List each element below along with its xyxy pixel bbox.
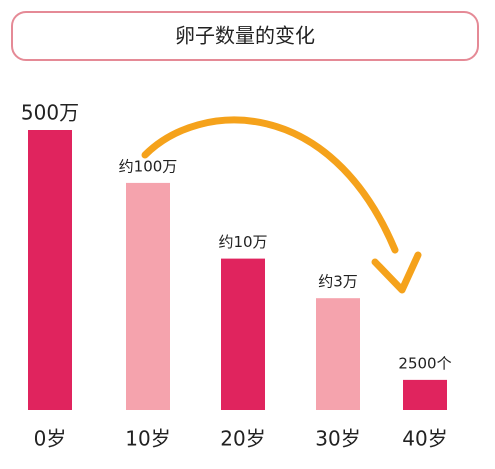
bar xyxy=(221,258,265,410)
value-label: 约10万 xyxy=(218,233,267,251)
trend-arrow xyxy=(141,116,399,254)
value-label: 500万 xyxy=(21,101,79,125)
x-tick-label: 0岁 xyxy=(34,427,67,451)
x-tick-label: 10岁 xyxy=(125,427,170,451)
value-label: 约100万 xyxy=(119,157,178,175)
arrow-head xyxy=(371,251,422,294)
value-label: 约3万 xyxy=(318,273,358,291)
value-label: 2500个 xyxy=(398,354,451,372)
x-tick-label: 40岁 xyxy=(402,427,447,451)
bar xyxy=(316,298,360,410)
bar xyxy=(403,379,447,410)
chart-title: 卵子数量的变化 xyxy=(175,24,315,48)
x-tick-label: 30岁 xyxy=(315,427,360,451)
bar xyxy=(126,182,170,410)
title-box xyxy=(11,11,479,61)
bar xyxy=(28,130,72,410)
x-tick-label: 20岁 xyxy=(220,427,265,451)
